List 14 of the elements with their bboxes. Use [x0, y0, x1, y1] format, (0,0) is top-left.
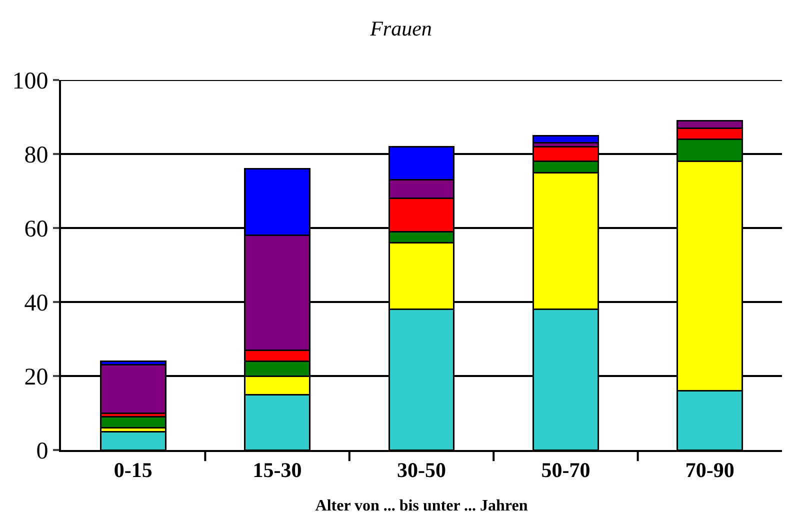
x-tick-label: 50-70 [541, 458, 590, 482]
y-tick-label: 80 [24, 142, 48, 168]
y-tick-label: 60 [24, 216, 48, 242]
x-axis-title: Alter von ... bis unter ... Jahren [315, 497, 528, 514]
x-tick-label: 0-15 [114, 458, 152, 482]
y-tick-label: 20 [24, 364, 48, 390]
bar [532, 134, 599, 144]
x-tick-label: 70-90 [685, 458, 734, 482]
x-tick-label: 15-30 [252, 458, 302, 482]
x-tick-label: 30-50 [397, 458, 446, 482]
y-tick-label: 0 [36, 438, 48, 464]
y-tick-label: 100 [12, 68, 48, 94]
chart-title: Frauen [369, 16, 432, 41]
y-tick-label: 40 [24, 290, 48, 316]
